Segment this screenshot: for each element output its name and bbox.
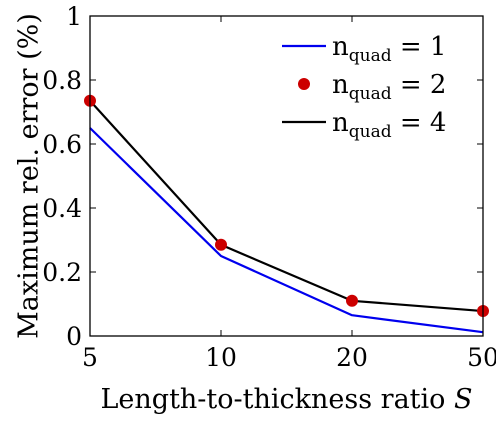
x-axis-label: Length-to-thickness ratio S: [100, 384, 472, 415]
x-tick-label: 20: [336, 343, 368, 372]
y-tick-label: 1: [66, 2, 82, 31]
series-3-line: [89, 100, 484, 313]
legend: nquad = 1 nquad = 2 nquad = 4: [282, 32, 446, 142]
y-tick-label: 0.6: [42, 130, 82, 159]
y-tick-label: 0.8: [42, 66, 82, 95]
series-2-point: [346, 294, 358, 307]
legend-series-3-label: nquad = 4: [332, 108, 446, 142]
x-tick-label: 10: [205, 343, 237, 372]
y-tick-label: 0.4: [42, 194, 82, 223]
series-2-point: [215, 238, 227, 251]
y-tick-label: 0.2: [42, 258, 82, 287]
legend-series-2-label: nquad = 2: [332, 70, 446, 104]
series-layer: [84, 94, 489, 334]
legend-series-1-label: nquad = 1: [332, 32, 446, 66]
x-tick-label: 50: [467, 343, 496, 372]
plot-frame: [89, 15, 484, 337]
y-axis-label: Maximum rel. error (%): [14, 13, 45, 339]
ticks-layer: 5 10 20 50 0 0.2 0.4 0.6 0.8 1: [42, 2, 496, 372]
series-1-line: [89, 127, 484, 334]
y-tick-label: 0: [66, 322, 82, 351]
x-tick-label: 5: [82, 343, 98, 372]
legend-series-2-swatch: [298, 78, 310, 90]
